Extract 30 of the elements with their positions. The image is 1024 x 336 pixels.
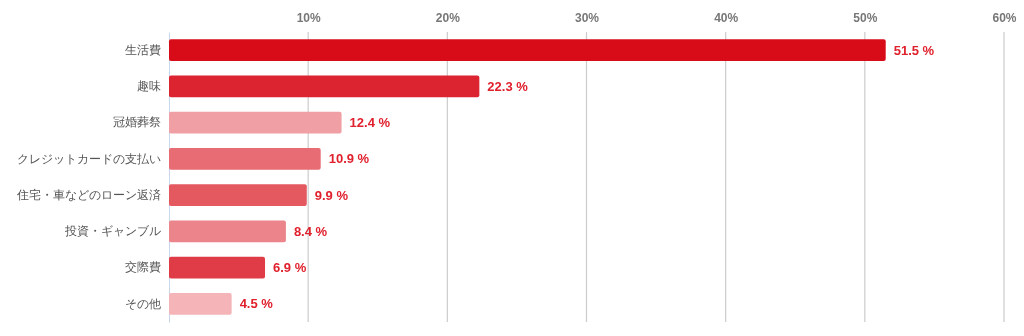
bar bbox=[169, 148, 321, 170]
data-label: 22.3 % bbox=[487, 78, 529, 94]
y-tick-label: その他 bbox=[125, 296, 161, 311]
bar bbox=[169, 220, 286, 243]
y-tick-label: 生活費 bbox=[125, 42, 161, 57]
bar bbox=[169, 39, 886, 61]
bar bbox=[169, 293, 232, 315]
y-tick-label: 趣味 bbox=[137, 79, 161, 94]
x-tick-label: 10% bbox=[296, 11, 321, 25]
x-tick-label: 40% bbox=[714, 11, 739, 25]
data-label: 6.9 % bbox=[273, 260, 307, 276]
y-tick-label: クレジットカードの支払い bbox=[17, 151, 161, 166]
data-label: 8.4 % bbox=[293, 223, 328, 239]
y-tick-label: 投資・ギャンブル bbox=[64, 224, 161, 239]
x-tick-label: 50% bbox=[853, 11, 878, 25]
bar bbox=[169, 75, 480, 98]
data-label: 9.9 % bbox=[314, 187, 349, 203]
x-tick-label: 30% bbox=[574, 11, 600, 25]
y-tick-label: 冠婚葬祭 bbox=[113, 115, 161, 130]
data-label: 10.9 % bbox=[328, 151, 370, 167]
data-label: 4.5 % bbox=[239, 296, 274, 312]
bar bbox=[169, 184, 307, 206]
x-tick-label: 20% bbox=[435, 11, 461, 25]
y-tick-label: 住宅・車などのローン返済 bbox=[16, 187, 161, 202]
y-tick-label: 交際費 bbox=[125, 260, 161, 275]
x-tick-label: 60% bbox=[992, 11, 1017, 25]
data-label: 51.5 % bbox=[893, 42, 935, 58]
data-label: 12.4 % bbox=[349, 115, 391, 131]
bar bbox=[169, 256, 266, 279]
bar bbox=[169, 111, 342, 134]
